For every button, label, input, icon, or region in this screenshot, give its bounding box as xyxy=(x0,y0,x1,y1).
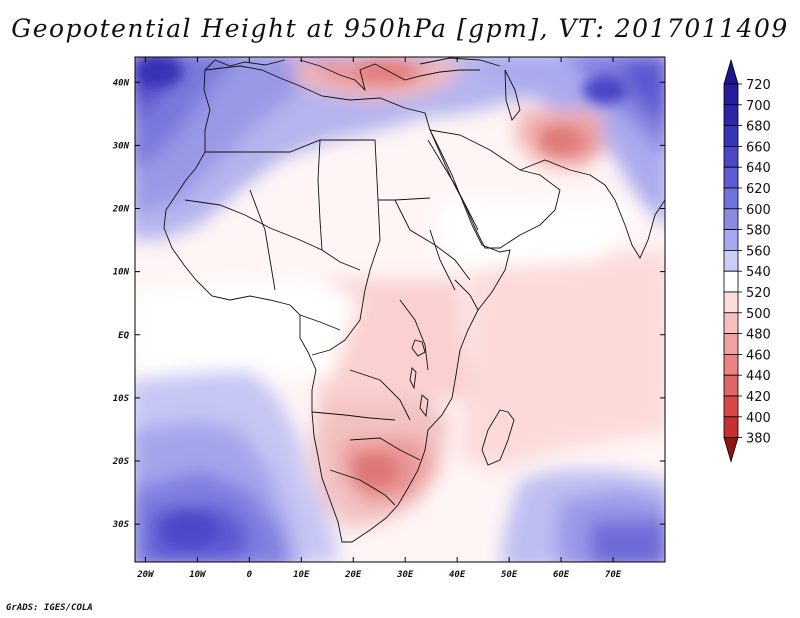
colorbar-label: 380 xyxy=(746,432,771,447)
lat-label: 20N xyxy=(112,205,130,215)
colorbar-swatch xyxy=(723,104,739,127)
lon-label: 40E xyxy=(449,570,466,580)
colorbar-label: 540 xyxy=(746,265,771,280)
height-field xyxy=(135,57,665,562)
lat-label: 40N xyxy=(113,78,130,88)
colorbar-swatch xyxy=(723,374,739,397)
colorbar-label: 660 xyxy=(746,140,771,155)
map-title: Geopotential Height at 950hPa [gpm], VT:… xyxy=(11,14,789,43)
colorbar-swatch xyxy=(723,395,739,418)
lat-label: 20S xyxy=(112,457,130,467)
colorbar-swatch xyxy=(723,353,739,376)
colorbar-label: 480 xyxy=(746,328,771,343)
colorbar-label: 600 xyxy=(746,203,771,218)
colorbar-label: 500 xyxy=(746,307,771,322)
map-frame xyxy=(134,56,666,563)
colorbar-swatch xyxy=(723,125,739,147)
lat-label: 10N xyxy=(113,268,130,278)
lon-label: 10E xyxy=(293,570,310,580)
lon-label: 20E xyxy=(344,570,362,580)
latitude-axis: 40N 30N 20N 10N EQ 10S 20S 30S xyxy=(112,78,665,530)
lon-label: 30E xyxy=(396,570,414,580)
colorbar-label: 420 xyxy=(746,390,771,405)
colorbar-swatch xyxy=(723,145,739,168)
colorbar-swatch xyxy=(723,187,739,210)
colorbar-swatch xyxy=(723,270,739,293)
colorbar-label: 520 xyxy=(746,286,771,301)
colorbar-label: 580 xyxy=(746,224,771,239)
colorbar-label: 700 xyxy=(746,99,771,114)
colorbar-swatch xyxy=(723,416,739,438)
colorbar-swatch xyxy=(723,229,739,251)
colorbar-swatch xyxy=(723,83,739,106)
colorbar-label: 620 xyxy=(746,182,771,197)
lon-label: 70E xyxy=(605,570,622,580)
lat-label: 30N xyxy=(112,141,130,151)
lat-label: 10S xyxy=(113,394,130,404)
lat-label: 30S xyxy=(112,520,130,530)
colorbar-label: 720 xyxy=(746,78,771,93)
colorbar-swatch xyxy=(723,249,739,272)
colorbar: 720 700 680 660 640 620 600 580 560 540 520 500 480 4… xyxy=(723,58,771,464)
colorbar-label: 440 xyxy=(746,369,771,384)
coastlines xyxy=(163,57,665,543)
lon-label: 10W xyxy=(189,570,207,580)
field-base xyxy=(135,57,665,562)
colorbar-label: 560 xyxy=(746,244,771,259)
field-detail xyxy=(138,58,627,548)
colorbar-swatch xyxy=(723,208,739,231)
colorbar-label: 400 xyxy=(746,411,771,426)
colorbar-label: 680 xyxy=(746,120,771,135)
colorbar-swatch xyxy=(723,166,739,189)
colorbar-label: 460 xyxy=(746,348,771,363)
colorbar-top-arrow xyxy=(723,58,739,85)
lon-label: 0 xyxy=(247,570,253,580)
colorbar-swatch xyxy=(723,291,739,314)
colorbar-swatch xyxy=(723,333,739,355)
grads-credit: GrADS: IGES/COLA xyxy=(6,603,93,613)
colorbar-swatch xyxy=(723,312,739,334)
colorbar-bottom-arrow xyxy=(723,437,739,464)
lon-label: 60E xyxy=(553,570,570,580)
lon-label: 20W xyxy=(136,570,155,580)
longitude-axis: 20W 10W 0 10E 20E 30E 40E 50E 60E 70E xyxy=(136,57,622,580)
lat-label: EQ xyxy=(118,331,129,341)
lon-label: 50E xyxy=(501,570,518,580)
colorbar-label: 640 xyxy=(746,161,771,176)
